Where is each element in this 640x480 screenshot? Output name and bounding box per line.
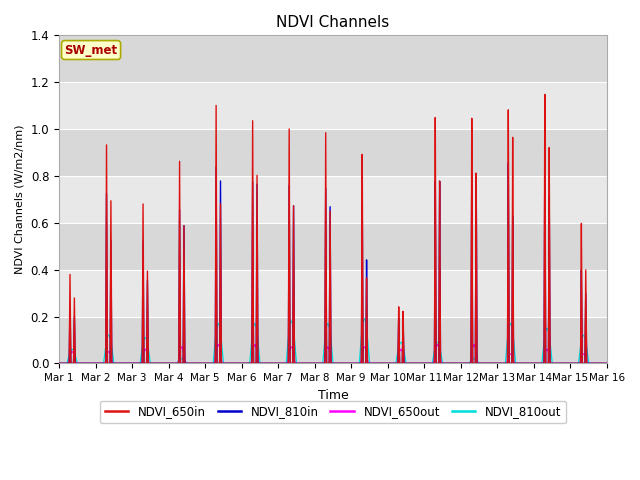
X-axis label: Time: Time [317, 389, 348, 402]
Bar [59, 270, 607, 316]
Title: NDVI Channels: NDVI Channels [276, 15, 390, 30]
Bar [59, 223, 607, 270]
Bar [59, 129, 607, 176]
Legend: NDVI_650in, NDVI_810in, NDVI_650out, NDVI_810out: NDVI_650in, NDVI_810in, NDVI_650out, NDV… [100, 401, 566, 423]
Y-axis label: NDVI Channels (W/m2/nm): NDVI Channels (W/m2/nm) [15, 125, 25, 274]
Bar [59, 36, 607, 82]
Bar [59, 82, 607, 129]
Bar [59, 316, 607, 363]
Bar [59, 176, 607, 223]
Text: SW_met: SW_met [65, 44, 118, 57]
